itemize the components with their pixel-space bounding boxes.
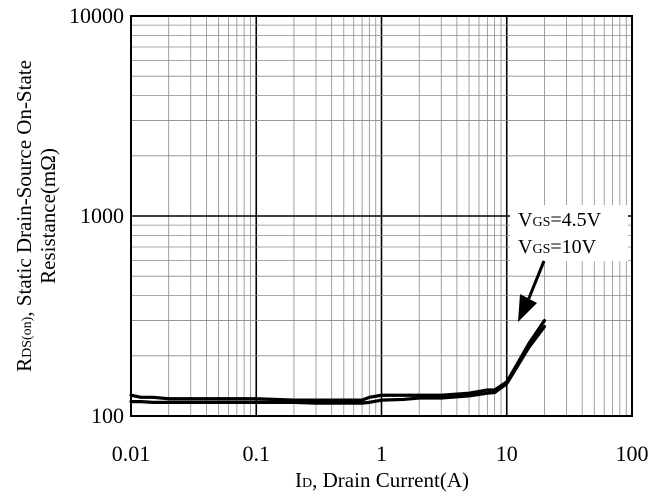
x-tick-label: 1 xyxy=(376,441,387,466)
x-tick-label: 0.01 xyxy=(112,441,151,466)
series-vgs-4-5v-line xyxy=(129,318,547,402)
tick-layer: 0.01 0.1 1 10 100 100 1000 10000 xyxy=(69,3,649,466)
vgs-10v-label: VGS=10V xyxy=(518,236,597,258)
grid-layer xyxy=(130,16,632,417)
annotation-box xyxy=(510,205,628,261)
x-tick-label: 0.1 xyxy=(243,441,271,466)
y-axis-label-line-2: Resistance(mΩ) xyxy=(36,148,60,284)
arrow-shaft xyxy=(525,260,546,304)
x-tick-label: 10 xyxy=(496,441,518,466)
y-tick-label: 10000 xyxy=(69,3,124,28)
series-vgs-10v-line xyxy=(129,324,547,405)
plot-frame xyxy=(130,15,633,417)
series-layer xyxy=(129,318,547,405)
y-tick-label: 100 xyxy=(91,403,124,428)
y-axis-label-line-1: RDS(on), Static Drain-Source On-State xyxy=(12,60,36,372)
vgs-4-5v-label: VGS=4.5V xyxy=(518,209,602,231)
y-tick-label: 1000 xyxy=(80,203,124,228)
x-axis-label: ID, Drain Current(A) xyxy=(295,468,469,492)
arrow-head xyxy=(518,294,537,322)
annotation-arrow xyxy=(518,260,546,322)
x-tick-label: 100 xyxy=(616,441,649,466)
